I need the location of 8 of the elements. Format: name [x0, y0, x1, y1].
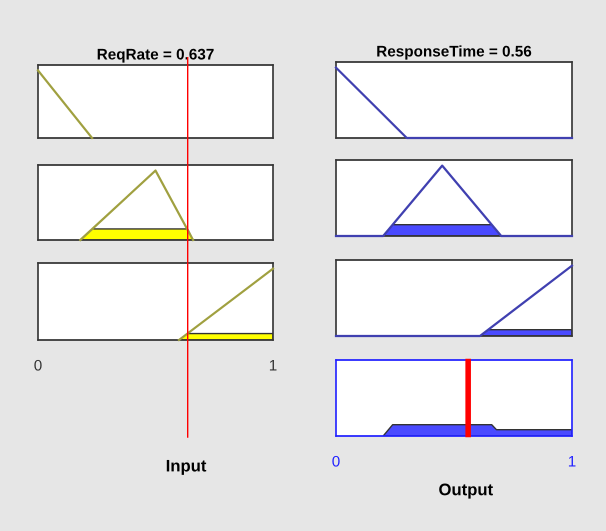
x-tick-label: 0 — [332, 456, 340, 467]
x-axis-title: Output — [439, 484, 493, 499]
x-tick-label: 1 — [568, 456, 576, 467]
x-tick-label: 1 — [270, 360, 277, 371]
x-axis-title: Input — [166, 460, 206, 475]
chart-title: ResponseTime = 0.56 — [377, 45, 532, 60]
chart-title: ReqRate = 0.637 — [98, 48, 214, 63]
x-tick-label: 0 — [34, 360, 42, 371]
